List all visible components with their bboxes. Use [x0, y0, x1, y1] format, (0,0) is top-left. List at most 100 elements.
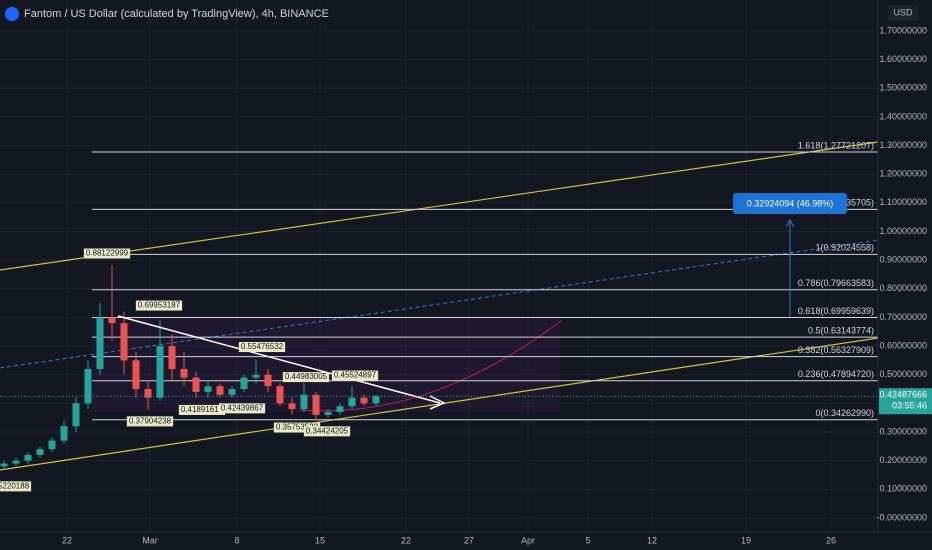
candle-body: [24, 454, 32, 461]
annotation-box: [303, 426, 351, 437]
annotation-label: 0.42439867: [221, 403, 264, 412]
candle-body: [168, 346, 176, 369]
candle-body: [240, 377, 248, 390]
grid: [0, 0, 878, 532]
arc: [299, 319, 563, 412]
annotation-label: 0.15220188: [0, 481, 30, 490]
candle-body: [84, 368, 92, 404]
candles: [0, 265, 380, 470]
fib-label: 0(0.34262990): [815, 408, 874, 418]
fib-label: 1.618(1.27721207): [798, 140, 874, 150]
candle-body: [252, 374, 260, 378]
candle-body: [96, 317, 104, 369]
last-price-label: 0.42487666: [879, 390, 927, 400]
annotation-label: 0.44983005: [285, 372, 328, 381]
candle-body: [72, 403, 80, 427]
annotation-box: [331, 370, 379, 381]
annotation-box: [178, 404, 226, 415]
x-tick-label: Apr: [521, 535, 535, 545]
measure-arrow-head: [785, 218, 795, 228]
candle-body: [120, 323, 128, 361]
y-tick-label: 1.20000000: [879, 169, 927, 179]
candle-body: [216, 386, 224, 395]
y-tick-label: 0.10000000: [879, 484, 927, 494]
annotation-box: [126, 416, 174, 427]
y-tick-label: 1.60000000: [879, 54, 927, 64]
annotation-box: [0, 481, 32, 492]
mid-line: [0, 239, 879, 369]
channel-upper: [0, 141, 879, 271]
logo: [5, 7, 19, 21]
candle-body: [60, 426, 68, 441]
candle-body: [204, 386, 212, 392]
y-tick-label: 0.70000000: [879, 312, 927, 322]
x-tick-label: 12: [647, 535, 657, 545]
price-axis: [878, 0, 932, 550]
x-tick-label: 22: [401, 535, 411, 545]
candle-body: [228, 389, 236, 395]
annotation-box: [238, 342, 286, 353]
currency: USD: [893, 7, 913, 17]
y-tick-label: 1.40000000: [879, 111, 927, 121]
y-tick-label: 1.10000000: [879, 197, 927, 207]
candle-body: [276, 386, 284, 404]
y-tick-label: 0.50000000: [879, 369, 927, 379]
y-tick-label: 1.30000000: [879, 140, 927, 150]
y-tick-label: 0.20000000: [879, 455, 927, 465]
y-tick-label: 1.00000000: [879, 226, 927, 236]
candle-body: [360, 397, 368, 404]
last-price-box: [879, 388, 932, 415]
candle-body: [312, 394, 320, 415]
measure-box: [733, 193, 847, 214]
currency-box: [888, 5, 918, 21]
candle-body: [0, 463, 8, 467]
candle-body: [36, 449, 44, 455]
candle-body: [180, 368, 188, 378]
channel-lower: [0, 337, 879, 471]
fib-label: 0.618(0.69959639): [798, 306, 874, 316]
candle-body: [156, 346, 164, 398]
annotation-box: [273, 422, 321, 433]
x-tick-label: 19: [741, 535, 751, 545]
x-tick-label: 5: [585, 535, 590, 545]
axes: -0.00000000 0.10000000 0.20000000 0.3000000…: [0, 25, 932, 545]
y-tick-label: 1.70000000: [879, 25, 927, 35]
annotation-label: 0.69953187: [138, 301, 181, 310]
candle-body: [12, 460, 20, 464]
annotation-box: [135, 300, 183, 311]
candle-body: [264, 374, 272, 387]
fib-label: 1(0.92024558): [815, 243, 874, 253]
chart-title: Fantom / US Dollar (calculated by Tradin…: [24, 8, 329, 20]
annotation-box: [218, 403, 266, 414]
y-tick-label: 0.90000000: [879, 255, 927, 265]
annotation-label: 0.34424205: [306, 426, 349, 435]
annotation-label: 0.37904238: [129, 416, 172, 425]
candle-body: [48, 440, 56, 450]
annotation-label: 0.35753522: [276, 423, 319, 432]
candle-body: [192, 377, 200, 392]
measure-label: 0.32924094 (46.98%): [747, 198, 834, 208]
annotation-label: 0.55476532: [241, 342, 284, 351]
candle-body: [324, 411, 332, 415]
y-tick-label: 0.80000000: [879, 283, 927, 293]
y-tick-label: 0.30000000: [879, 426, 927, 436]
candle-body: [144, 389, 152, 398]
candle-body: [372, 396, 380, 404]
trend-arrow-head: [429, 395, 446, 410]
candle-body: [336, 406, 344, 412]
candle-body: [348, 397, 356, 407]
fib-label: 0.236(0.47894720): [798, 369, 874, 379]
annotation-label: 0.41891613: [181, 405, 224, 414]
candle-body: [300, 394, 308, 410]
candle-body: [132, 360, 140, 390]
annotation-box: [83, 248, 131, 259]
x-tick-label: 26: [826, 535, 836, 545]
y-tick-label: -0.00000000: [876, 512, 927, 522]
x-tick-label: Mar: [142, 535, 158, 545]
candle-body: [108, 317, 116, 324]
x-tick-label: 22: [62, 535, 72, 545]
fib-label: 0.382(0.56327909): [798, 345, 874, 355]
candle-body: [288, 403, 296, 410]
